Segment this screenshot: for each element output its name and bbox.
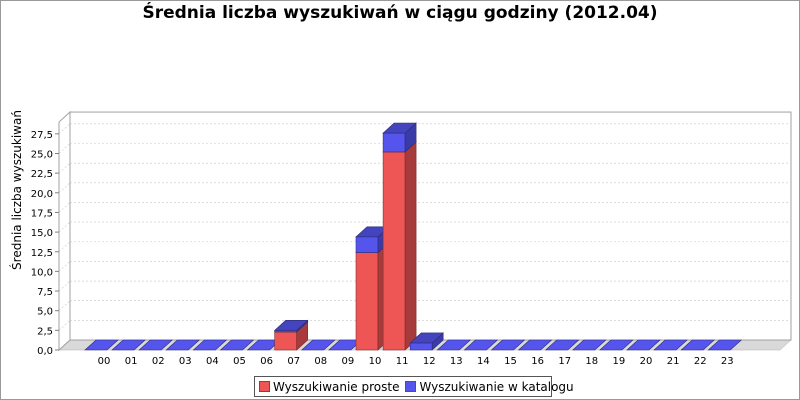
x-tick-label: 20: [640, 356, 653, 367]
bar-empty-03: [165, 339, 201, 351]
bar-empty-22: [680, 339, 715, 351]
bar-empty-04: [192, 339, 228, 351]
bar-catalog-11-top: [382, 122, 417, 134]
bar-empty-13: [436, 339, 472, 351]
bar-catalog-11-front: [382, 132, 406, 153]
bar-empty-00: [84, 339, 119, 351]
chart-title: Średnia liczba wyszukiwań w ciągu godzin…: [142, 3, 658, 23]
bar-empty-23: [707, 339, 743, 351]
grid-line-diag: [58, 182, 71, 194]
x-tick-labels: 00 01 02 03 04 05 06 07 08 09 10 11 12 13 14 15 16 17 18 19…: [98, 356, 734, 367]
x-tick-label: 15: [504, 356, 517, 367]
x-tick-label: 00: [98, 356, 111, 367]
y-tick-label: 25,0: [31, 150, 53, 161]
x-tick-label: 02: [152, 356, 165, 367]
bar-empty-15: [490, 339, 526, 351]
legend-label-catalog: Wyszukiwanie w katalogu: [419, 379, 574, 394]
bar-empty-01: [111, 339, 146, 351]
bar-empty-17: [544, 339, 580, 351]
x-tick-label: 11: [396, 356, 409, 367]
bar-empty-08: [301, 339, 336, 351]
bar-simple-10-front: [355, 252, 379, 351]
x-tick-label: 22: [694, 356, 707, 367]
bar-empty-02: [138, 339, 173, 351]
x-tick-label: 23: [721, 356, 734, 367]
y-tick-label: 22,5: [31, 169, 53, 180]
y-tick-label: 15,0: [31, 228, 53, 239]
x-tick-label: 09: [342, 356, 355, 367]
x-tick-label: 06: [260, 356, 273, 367]
x-tick-label: 12: [423, 356, 436, 367]
legend-item-catalog: Wyszukiwanie w katalogu: [405, 379, 574, 394]
bar-empty-16: [517, 339, 553, 351]
x-tick-label: 10: [369, 356, 382, 367]
y-tick-label: 2,5: [37, 326, 53, 337]
y-tick-label: 7,5: [37, 287, 53, 298]
y-tick-label: 10,0: [31, 267, 53, 278]
bar-catalog-07-top: [273, 320, 309, 331]
bars: [84, 122, 743, 351]
y-tick-label: 20,0: [31, 189, 53, 200]
y-axis-label: Średnia liczba wyszukiwań: [9, 110, 24, 270]
legend-swatch-catalog: [405, 381, 417, 392]
bar-empty-21: [653, 339, 688, 351]
bar-empty-14: [463, 339, 499, 351]
plot-wall: [58, 110, 792, 352]
x-tick-label: 01: [125, 356, 138, 367]
legend-swatch-simple: [259, 381, 270, 392]
x-tick-label: 19: [613, 356, 626, 367]
grid-line-diag: [58, 280, 71, 292]
x-tick-label: 18: [585, 356, 598, 367]
y-tick-label: 12,5: [31, 248, 53, 259]
bar-catalog-12-top: [409, 332, 444, 344]
bar-empty-05: [219, 339, 255, 351]
x-tick-label: 14: [477, 356, 490, 367]
bar-simple-11-side: [404, 141, 417, 351]
x-tick-label: 04: [206, 356, 219, 367]
legend-label-simple: Wyszukiwanie proste: [273, 379, 400, 394]
y-tick-label: 17,5: [31, 208, 53, 219]
x-tick-label: 05: [233, 356, 246, 367]
bar-simple-11-front: [382, 151, 406, 351]
bar-catalog-10-front: [355, 236, 379, 253]
y-tick-label: 5,0: [37, 307, 53, 318]
bar-catalog-12-front: [409, 342, 433, 351]
bar-empty-19: [599, 339, 634, 351]
y-tick-labels: 0,0 2,5 5,0 7,5 10,0 12,5 15,0 17,5 20,0 22,5 25,0…: [31, 130, 59, 357]
x-tick-label: 03: [179, 356, 192, 367]
y-tick-label: 0,0: [37, 346, 53, 357]
grid-line-diag: [58, 123, 71, 135]
x-tick-label: 08: [314, 356, 327, 367]
grid-line-diag: [58, 261, 71, 272]
legend-item-simple: Wyszukiwanie proste: [259, 380, 399, 394]
x-tick-label: 21: [667, 356, 680, 367]
bar-simple-07-front: [274, 331, 298, 351]
grid-line-diag: [58, 143, 71, 154]
legend: Wyszukiwanie proste Wyszukiwanie w katal…: [254, 376, 574, 397]
grid-line-diag: [58, 162, 71, 174]
grid-line-diag: [58, 202, 71, 213]
x-tick-label: 17: [558, 356, 571, 367]
x-tick-label: 07: [287, 356, 300, 367]
x-tick-label: 16: [531, 356, 544, 367]
grid-lines: [58, 123, 791, 331]
x-tick-label: 13: [450, 356, 463, 367]
plot-left-wall: [58, 110, 71, 352]
bar-empty-20: [626, 339, 661, 351]
plot-back-wall: [69, 111, 792, 341]
grid-line-diag: [58, 300, 71, 311]
grid-line-diag: [58, 241, 71, 252]
grid-line-diag: [58, 320, 71, 331]
y-tick-label: 27,5: [31, 130, 53, 141]
bar-empty-18: [572, 339, 607, 351]
grid-line-diag: [58, 221, 71, 233]
